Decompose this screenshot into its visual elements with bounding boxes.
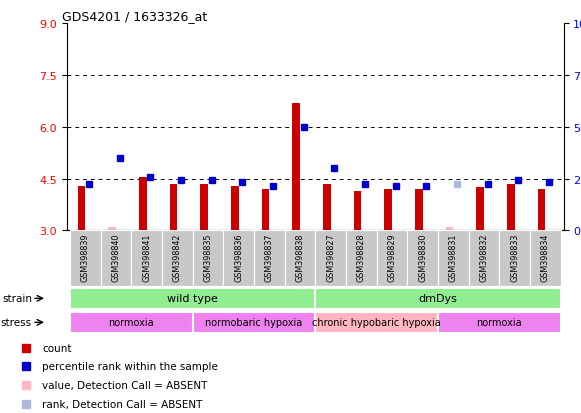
Text: GDS4201 / 1633326_at: GDS4201 / 1633326_at bbox=[62, 10, 207, 23]
Bar bbox=[354, 191, 361, 231]
Bar bbox=[476, 188, 484, 231]
Bar bbox=[468, 231, 499, 287]
Text: chronic hypobaric hypoxia: chronic hypobaric hypoxia bbox=[312, 318, 441, 328]
Text: GSM398838: GSM398838 bbox=[295, 233, 304, 281]
Text: GSM398827: GSM398827 bbox=[326, 233, 335, 282]
Bar bbox=[438, 231, 468, 287]
Bar bbox=[78, 186, 85, 231]
Bar bbox=[315, 312, 438, 333]
Text: stress: stress bbox=[1, 318, 32, 328]
Text: GSM398836: GSM398836 bbox=[234, 233, 243, 281]
Bar bbox=[438, 312, 561, 333]
Bar bbox=[261, 190, 270, 231]
Text: dmDys: dmDys bbox=[418, 294, 457, 304]
Text: wild type: wild type bbox=[167, 294, 218, 304]
Bar bbox=[446, 228, 453, 231]
Bar bbox=[385, 190, 392, 231]
Bar bbox=[507, 184, 515, 231]
Bar bbox=[170, 184, 177, 231]
Bar bbox=[285, 231, 315, 287]
Text: GSM398835: GSM398835 bbox=[203, 233, 213, 282]
Text: GSM398830: GSM398830 bbox=[418, 233, 427, 281]
Bar bbox=[131, 231, 162, 287]
Bar bbox=[223, 231, 254, 287]
Text: normoxia: normoxia bbox=[109, 318, 154, 328]
Bar bbox=[415, 190, 422, 231]
Text: strain: strain bbox=[2, 294, 32, 304]
Text: percentile rank within the sample: percentile rank within the sample bbox=[42, 361, 218, 372]
Bar bbox=[192, 312, 315, 333]
Text: count: count bbox=[42, 343, 72, 353]
Bar bbox=[315, 231, 346, 287]
Bar bbox=[499, 231, 530, 287]
Text: GSM398832: GSM398832 bbox=[479, 233, 489, 282]
Text: normoxia: normoxia bbox=[476, 318, 522, 328]
Text: GSM398839: GSM398839 bbox=[81, 233, 89, 282]
Text: GSM398841: GSM398841 bbox=[142, 233, 151, 281]
Bar bbox=[530, 231, 561, 287]
Bar bbox=[292, 104, 300, 231]
Bar bbox=[192, 231, 223, 287]
Bar bbox=[109, 228, 116, 231]
Text: GSM398829: GSM398829 bbox=[388, 233, 396, 282]
Text: value, Detection Call = ABSENT: value, Detection Call = ABSENT bbox=[42, 380, 207, 390]
Text: GSM398837: GSM398837 bbox=[265, 233, 274, 282]
Bar bbox=[139, 178, 146, 231]
Text: GSM398840: GSM398840 bbox=[112, 233, 120, 281]
Text: GSM398842: GSM398842 bbox=[173, 233, 182, 282]
Bar bbox=[376, 231, 407, 287]
Bar bbox=[70, 231, 101, 287]
Bar bbox=[231, 186, 239, 231]
Bar bbox=[200, 184, 208, 231]
Bar bbox=[323, 184, 331, 231]
Text: GSM398834: GSM398834 bbox=[541, 233, 550, 281]
Bar bbox=[407, 231, 438, 287]
Text: GSM398833: GSM398833 bbox=[510, 233, 519, 281]
Text: normobaric hypoxia: normobaric hypoxia bbox=[205, 318, 303, 328]
Bar bbox=[315, 288, 561, 309]
Bar bbox=[101, 231, 131, 287]
Text: GSM398831: GSM398831 bbox=[449, 233, 458, 281]
Bar bbox=[537, 190, 546, 231]
Bar bbox=[70, 288, 315, 309]
Bar bbox=[70, 312, 192, 333]
Bar bbox=[254, 231, 285, 287]
Text: rank, Detection Call = ABSENT: rank, Detection Call = ABSENT bbox=[42, 399, 203, 409]
Bar bbox=[162, 231, 192, 287]
Text: GSM398828: GSM398828 bbox=[357, 233, 365, 282]
Bar bbox=[346, 231, 376, 287]
